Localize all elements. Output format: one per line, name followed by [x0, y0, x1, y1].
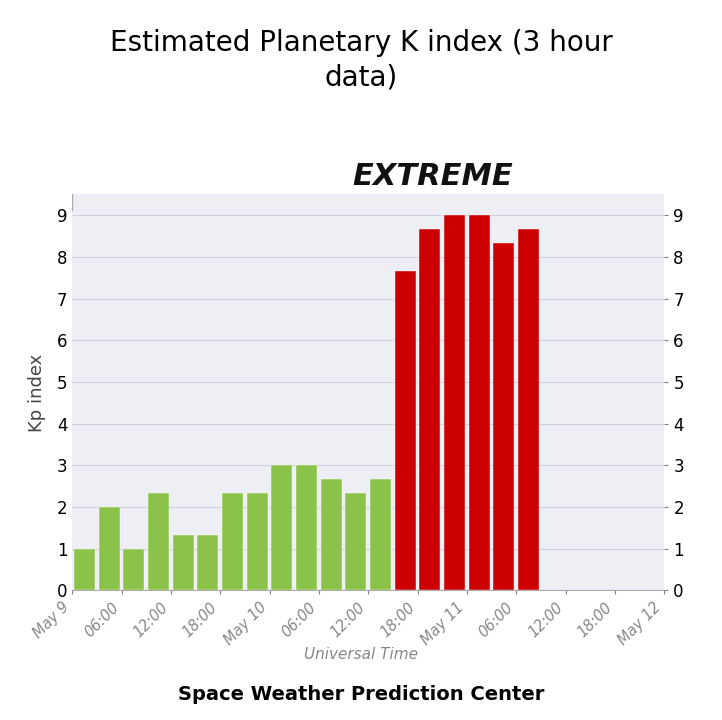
Text: Estimated Planetary K index (3 hour
data): Estimated Planetary K index (3 hour data… — [110, 29, 612, 91]
Bar — [518, 229, 539, 590]
Bar — [296, 465, 317, 590]
Bar — [173, 535, 193, 590]
Text: EXTREME: EXTREME — [353, 162, 513, 191]
Y-axis label: Kp index: Kp index — [27, 354, 45, 431]
Text: Space Weather Prediction Center: Space Weather Prediction Center — [178, 685, 544, 704]
Bar — [493, 243, 514, 590]
Bar — [222, 493, 243, 590]
Bar — [370, 479, 391, 590]
Bar — [99, 507, 120, 590]
Bar — [395, 271, 416, 590]
Bar — [148, 493, 169, 590]
Bar — [469, 215, 490, 590]
Bar — [419, 229, 440, 590]
Bar — [197, 535, 218, 590]
Bar — [444, 215, 465, 590]
Bar — [123, 549, 144, 590]
Bar — [271, 465, 292, 590]
Text: Universal Time: Universal Time — [304, 647, 418, 662]
Bar — [74, 549, 95, 590]
Bar — [321, 479, 342, 590]
Bar — [247, 493, 268, 590]
Bar — [345, 493, 366, 590]
